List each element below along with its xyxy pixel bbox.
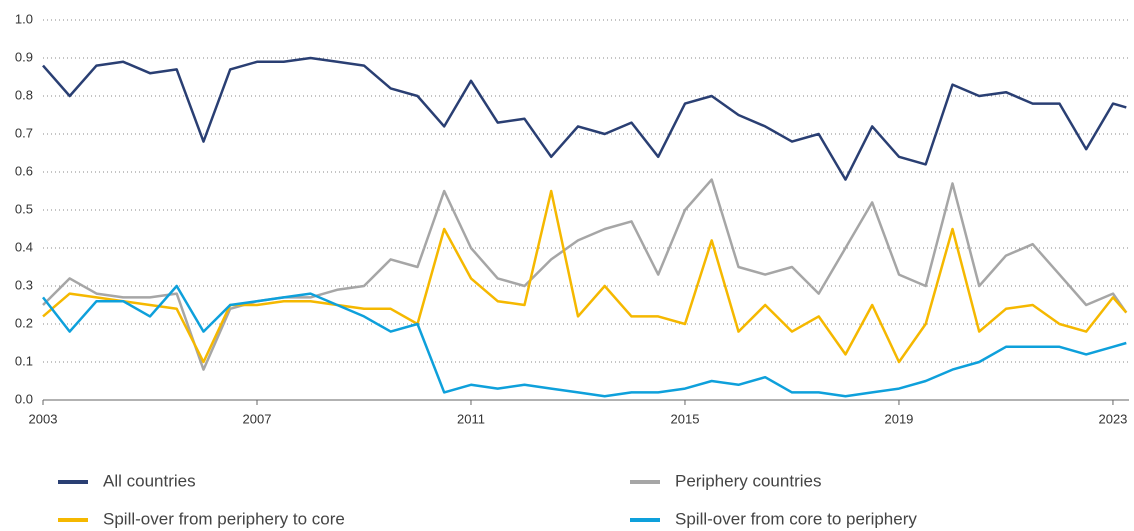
legend-label: Periphery countries xyxy=(675,471,821,490)
y-tick-label: 0.7 xyxy=(15,125,33,140)
y-tick-label: 0.1 xyxy=(15,353,33,368)
y-tick-label: 0.6 xyxy=(15,163,33,178)
legend-label: Spill-over from periphery to core xyxy=(103,509,345,528)
series-line xyxy=(42,56,1127,181)
y-tick-label: 0.0 xyxy=(15,391,33,406)
y-tick-label: 0.2 xyxy=(15,315,33,330)
legend-label: Spill-over from core to periphery xyxy=(675,509,917,528)
x-tick-label: 2019 xyxy=(884,411,913,426)
x-tick-label: 2023 xyxy=(1098,411,1127,426)
y-tick-label: 0.8 xyxy=(15,87,33,102)
y-tick-label: 0.9 xyxy=(15,49,33,64)
y-tick-label: 1.0 xyxy=(15,11,33,26)
series-line xyxy=(42,178,1128,371)
y-tick-label: 0.3 xyxy=(15,277,33,292)
legend-label: All countries xyxy=(103,471,196,490)
y-tick-label: 0.5 xyxy=(15,201,33,216)
x-tick-label: 2003 xyxy=(29,411,58,426)
series-line xyxy=(42,189,1128,364)
series-line xyxy=(42,284,1127,398)
x-tick-label: 2007 xyxy=(243,411,272,426)
x-tick-label: 2011 xyxy=(457,411,485,426)
x-tick-label: 2015 xyxy=(671,411,700,426)
y-tick-label: 0.4 xyxy=(15,239,33,254)
